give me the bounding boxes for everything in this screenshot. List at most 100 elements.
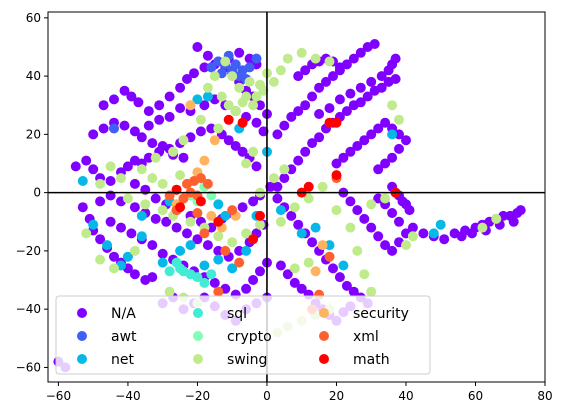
data-point — [116, 173, 126, 184]
data-point — [428, 228, 439, 239]
data-point — [178, 152, 189, 163]
data-point — [251, 91, 262, 102]
data-point — [230, 141, 241, 151]
legend-marker — [77, 354, 87, 364]
data-point — [310, 53, 321, 64]
data-point — [352, 245, 363, 256]
data-point — [192, 42, 203, 52]
x-tick-label: 20 — [329, 389, 344, 403]
data-point — [237, 97, 248, 108]
data-point — [136, 210, 147, 221]
data-point — [88, 164, 99, 175]
data-point — [435, 219, 446, 230]
data-point — [237, 202, 248, 213]
data-point — [164, 111, 175, 122]
data-point — [119, 85, 130, 96]
data-point — [195, 114, 206, 125]
data-point — [258, 126, 269, 137]
data-point — [223, 135, 234, 146]
data-point — [192, 234, 203, 245]
series-xml — [164, 173, 342, 315]
data-point — [88, 219, 99, 230]
data-point — [387, 152, 398, 163]
legend-entry: math — [319, 352, 390, 368]
data-point — [404, 205, 415, 216]
data-point — [307, 91, 318, 102]
data-point — [394, 216, 404, 227]
x-tick-label: 60 — [468, 389, 483, 403]
data-point — [373, 164, 384, 175]
data-point — [289, 263, 300, 274]
data-point — [286, 210, 297, 221]
data-point — [401, 240, 411, 251]
data-point — [255, 219, 265, 230]
legend-marker — [193, 354, 203, 364]
data-point — [150, 152, 161, 163]
data-point — [477, 222, 488, 233]
data-point — [213, 286, 224, 297]
data-point — [223, 100, 234, 111]
data-point — [310, 266, 321, 277]
data-point — [314, 82, 325, 93]
legend-marker — [193, 308, 203, 318]
data-point — [289, 277, 300, 288]
y-tick-label: −60 — [16, 360, 41, 374]
data-point — [338, 152, 349, 163]
data-point — [143, 120, 154, 131]
data-point — [81, 155, 92, 166]
data-point — [185, 240, 196, 251]
data-point — [380, 117, 391, 128]
data-point — [275, 216, 286, 227]
data-point — [147, 240, 158, 251]
data-point — [272, 181, 283, 192]
data-point — [175, 202, 186, 213]
data-point — [282, 53, 293, 64]
legend-label: N/A — [111, 306, 136, 322]
data-point — [293, 71, 304, 82]
data-point — [268, 76, 279, 87]
data-point — [397, 196, 408, 207]
data-point — [206, 62, 217, 73]
data-point — [241, 228, 252, 239]
data-point — [202, 82, 213, 93]
data-point — [255, 100, 265, 111]
data-point — [220, 210, 231, 221]
y-tick-label: 0 — [33, 186, 41, 200]
data-point — [157, 141, 168, 151]
data-point — [164, 286, 175, 297]
data-point — [164, 91, 175, 102]
data-point — [328, 263, 338, 274]
data-point — [161, 216, 172, 227]
data-point — [407, 222, 418, 233]
data-point — [109, 123, 119, 134]
data-point — [324, 103, 335, 114]
data-point — [279, 120, 290, 131]
data-point — [164, 266, 175, 277]
data-point — [234, 47, 245, 58]
legend-label: xml — [353, 329, 379, 345]
data-point — [248, 275, 259, 285]
data-point — [154, 114, 165, 125]
data-point — [331, 170, 342, 181]
data-point — [341, 106, 352, 117]
data-point — [223, 114, 234, 125]
data-point — [390, 53, 401, 64]
data-point — [195, 126, 206, 137]
data-point — [334, 94, 345, 105]
legend-entry: xml — [319, 329, 379, 345]
data-point — [227, 237, 238, 248]
data-point — [175, 245, 186, 256]
data-point — [369, 39, 380, 49]
data-point — [331, 205, 342, 216]
data-point — [147, 138, 158, 149]
data-point — [508, 216, 519, 227]
data-point — [199, 155, 210, 166]
data-point — [279, 173, 290, 184]
data-point — [122, 193, 133, 204]
data-point — [307, 138, 318, 149]
data-point — [314, 132, 325, 143]
data-point — [227, 205, 238, 216]
data-point — [206, 269, 217, 280]
legend-label: security — [353, 306, 409, 322]
